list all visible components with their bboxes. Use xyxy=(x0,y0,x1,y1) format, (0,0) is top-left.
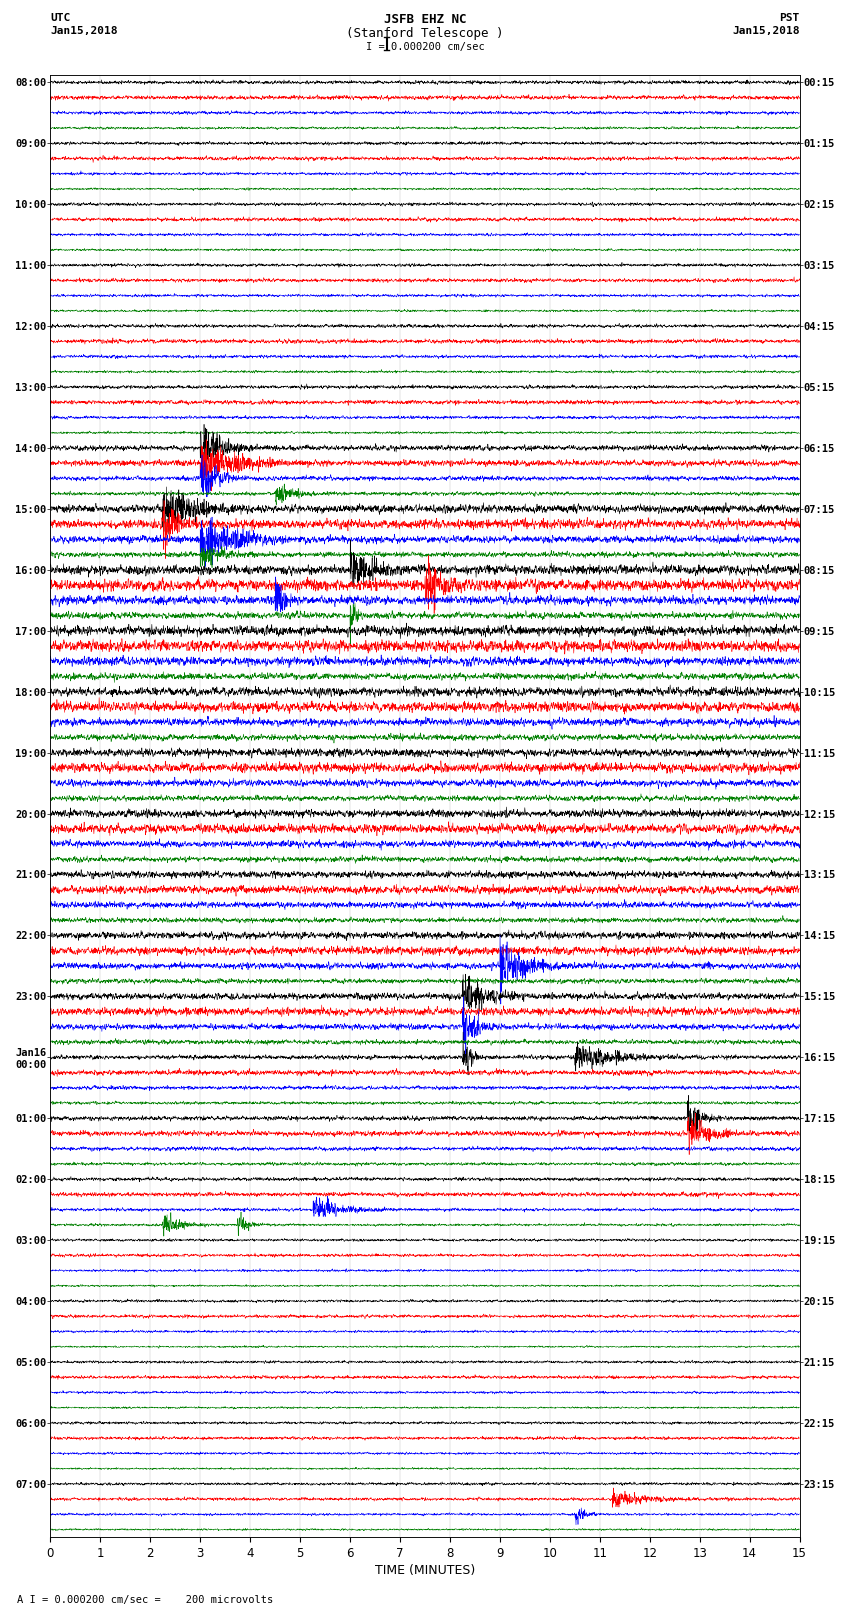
Text: Jan15,2018: Jan15,2018 xyxy=(732,26,800,35)
Text: Jan15,2018: Jan15,2018 xyxy=(50,26,118,35)
X-axis label: TIME (MINUTES): TIME (MINUTES) xyxy=(375,1565,475,1578)
Text: A I = 0.000200 cm/sec =    200 microvolts: A I = 0.000200 cm/sec = 200 microvolts xyxy=(17,1595,273,1605)
Text: UTC: UTC xyxy=(50,13,71,23)
Text: PST: PST xyxy=(779,13,800,23)
Text: JSFB EHZ NC: JSFB EHZ NC xyxy=(383,13,467,26)
Text: I = 0.000200 cm/sec: I = 0.000200 cm/sec xyxy=(366,42,484,52)
Text: (Stanford Telescope ): (Stanford Telescope ) xyxy=(346,27,504,40)
